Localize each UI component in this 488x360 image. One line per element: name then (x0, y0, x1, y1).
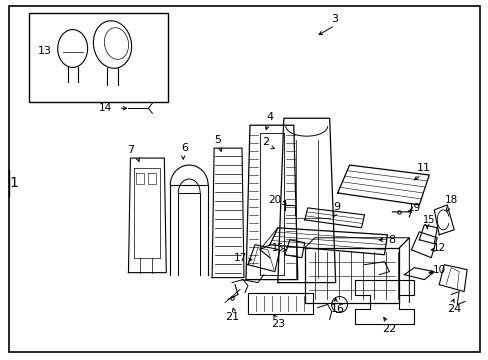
Text: 11: 11 (416, 163, 430, 173)
Text: 20: 20 (268, 195, 281, 205)
Text: 3: 3 (330, 14, 338, 24)
Text: 13: 13 (38, 45, 52, 55)
Text: 18: 18 (444, 195, 457, 205)
Text: 21: 21 (224, 312, 239, 323)
Text: 12: 12 (432, 243, 445, 253)
Text: 5: 5 (214, 135, 221, 145)
Text: 15: 15 (422, 215, 435, 225)
Text: 15: 15 (271, 243, 284, 253)
Bar (29, 13, 168, 102)
Text: 16: 16 (330, 305, 344, 315)
Text: 17: 17 (233, 253, 246, 263)
Text: 24: 24 (446, 305, 460, 315)
Text: 22: 22 (382, 324, 396, 334)
Text: 10: 10 (432, 265, 445, 275)
Text: 2: 2 (262, 137, 269, 147)
Text: 14: 14 (99, 103, 112, 113)
Text: 9: 9 (332, 202, 340, 212)
Text: 19: 19 (407, 203, 420, 213)
Text: 1: 1 (9, 176, 18, 190)
Text: 23: 23 (270, 319, 285, 329)
Text: 8: 8 (387, 235, 394, 245)
Text: 6: 6 (182, 143, 188, 153)
Text: 7: 7 (126, 145, 134, 155)
Text: 4: 4 (266, 112, 273, 122)
